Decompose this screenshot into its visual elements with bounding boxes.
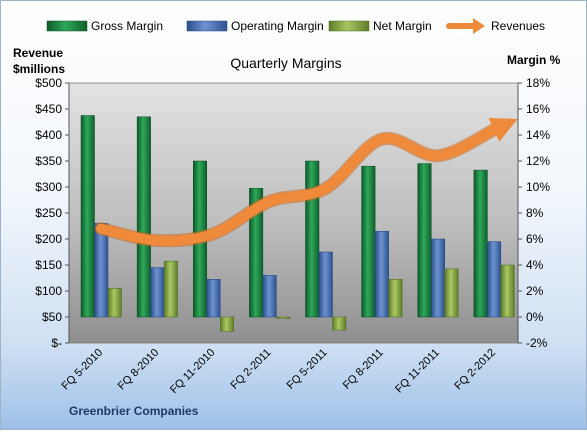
category-label: FQ 11-2010 bbox=[168, 347, 217, 396]
operating-margin-bar bbox=[151, 268, 165, 317]
right-axis-title: Margin % bbox=[507, 53, 561, 67]
category-label: FQ 8-2011 bbox=[341, 347, 386, 392]
right-tick-label: 6% bbox=[526, 232, 544, 246]
left-tick-label: $300 bbox=[35, 180, 62, 194]
left-tick-label: $200 bbox=[35, 232, 62, 246]
gross-margin-bar bbox=[362, 166, 376, 317]
right-tick-label: 0% bbox=[526, 310, 544, 324]
left-tick-label: $- bbox=[51, 336, 62, 350]
net-margin-bar bbox=[164, 261, 178, 317]
chart-title: Quarterly Margins bbox=[230, 55, 341, 71]
left-tick-label: $250 bbox=[35, 206, 62, 220]
net-margin-bar bbox=[389, 279, 403, 317]
right-axis-ticks: -2% 0% 2% 4% 6% 8% 10% 12% 14% 16% 18% bbox=[518, 76, 550, 350]
right-tick-label: 14% bbox=[526, 128, 550, 142]
category-label: FQ 11-2011 bbox=[393, 347, 442, 396]
right-tick-label: 4% bbox=[526, 258, 544, 272]
legend-swatch-net-margin bbox=[329, 21, 369, 31]
legend-label-net-margin: Net Margin bbox=[373, 19, 432, 33]
net-margin-bar bbox=[333, 317, 347, 330]
legend-arrowhead-revenues bbox=[473, 18, 485, 34]
gross-margin-bar bbox=[474, 170, 488, 317]
gross-margin-bar bbox=[306, 161, 320, 317]
category-label: FQ 2-2011 bbox=[228, 347, 273, 392]
legend-label-operating-margin: Operating Margin bbox=[231, 19, 324, 33]
category-label: FQ 5-2011 bbox=[285, 347, 330, 392]
legend-label-revenues: Revenues bbox=[491, 19, 545, 33]
right-tick-label: 10% bbox=[526, 180, 550, 194]
net-margin-bar bbox=[445, 269, 459, 317]
right-tick-label: 12% bbox=[526, 154, 550, 168]
legend-swatch-operating-margin bbox=[187, 21, 227, 31]
legend-item-operating-margin: Operating Margin bbox=[187, 19, 324, 33]
legend-label-gross-margin: Gross Margin bbox=[91, 19, 163, 33]
right-tick-label: 8% bbox=[526, 206, 544, 220]
left-axis-title-line1: Revenue bbox=[13, 46, 63, 60]
operating-margin-bar bbox=[431, 239, 445, 317]
left-tick-label: $400 bbox=[35, 128, 62, 142]
category-label: FQ 5-2010 bbox=[60, 347, 106, 393]
operating-margin-bar bbox=[375, 231, 389, 317]
legend-item-gross-margin: Gross Margin bbox=[47, 19, 163, 33]
gross-margin-bar bbox=[81, 116, 95, 318]
net-margin-bar bbox=[108, 288, 122, 317]
left-tick-label: $450 bbox=[35, 102, 62, 116]
right-tick-label: 18% bbox=[526, 76, 550, 90]
left-tick-label: $50 bbox=[42, 310, 62, 324]
operating-margin-bar bbox=[207, 279, 221, 317]
left-tick-label: $350 bbox=[35, 154, 62, 168]
operating-margin-bar bbox=[263, 275, 277, 317]
gross-margin-bar bbox=[137, 117, 151, 317]
right-tick-label: 16% bbox=[526, 102, 550, 116]
net-margin-bar bbox=[501, 265, 515, 317]
category-label: FQ 8-2010 bbox=[116, 347, 162, 393]
left-tick-label: $500 bbox=[35, 76, 62, 90]
left-tick-label: $100 bbox=[35, 284, 62, 298]
legend-item-net-margin: Net Margin bbox=[329, 19, 432, 33]
operating-margin-bar bbox=[319, 252, 333, 317]
legend-item-revenues: Revenues bbox=[449, 18, 545, 34]
left-axis-title-line2: $millions bbox=[13, 62, 65, 76]
net-margin-bar bbox=[276, 317, 290, 319]
right-tick-label: -2% bbox=[526, 336, 548, 350]
left-axis-ticks: $- $50 $100 $150 $200 $250 $300 $350 $400 $450 $50… bbox=[35, 76, 69, 350]
legend-swatch-gross-margin bbox=[47, 21, 87, 31]
operating-margin-bar bbox=[95, 223, 109, 317]
operating-margin-bar bbox=[487, 242, 501, 317]
legend: Gross Margin Operating Margin Net Margin… bbox=[47, 18, 545, 34]
category-label: FQ 2-2012 bbox=[452, 347, 498, 393]
left-tick-label: $150 bbox=[35, 258, 62, 272]
gross-margin-bar bbox=[418, 164, 432, 317]
net-margin-bar bbox=[220, 317, 234, 331]
right-tick-label: 2% bbox=[526, 284, 544, 298]
footer-company-name: Greenbrier Companies bbox=[69, 404, 199, 418]
